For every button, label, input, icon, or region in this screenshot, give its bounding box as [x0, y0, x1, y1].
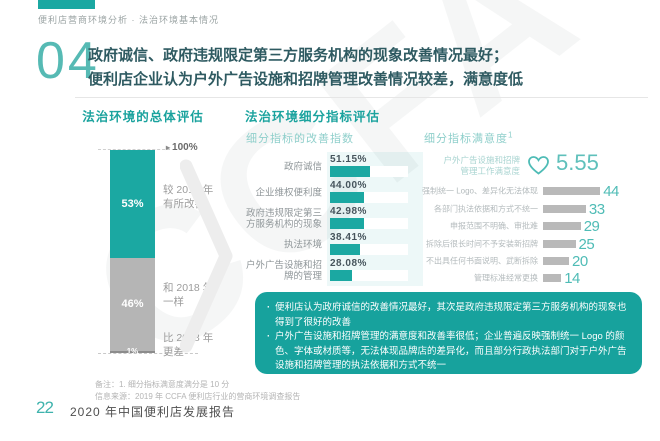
- satisfaction-row-label: 拆除后很长时间不予安装新招牌: [426, 239, 538, 249]
- summary-bullet: 便利店认为政府诚信的改善情况最好，其次是政府违规限定第三方服务机构的现象也得到了…: [267, 301, 628, 330]
- satisfaction-row-value: 33: [588, 200, 605, 218]
- improve-row-value: 38.41%: [330, 232, 367, 243]
- improve-bar-track: [330, 270, 408, 281]
- axis-max-label: ▸ 100%: [166, 142, 198, 153]
- summary-bullet-list: 便利店认为政府诚信的改善情况最好，其次是政府违规限定第三方服务机构的现象也得到了…: [267, 301, 628, 374]
- overall-chart-title: 法治环境的总体评估: [82, 110, 204, 124]
- improve-bar-track: [330, 166, 408, 177]
- satisfaction-bar: [543, 273, 562, 283]
- satisfaction-row-value: 44: [603, 182, 619, 200]
- satisfaction-chart-title: 细分指标满意度1: [424, 130, 514, 145]
- improve-row-label: 政府诚信: [283, 161, 322, 173]
- page-number: 22: [36, 398, 54, 417]
- page-title-line2: 便利店企业认为户外广告设施和招牌管理改善情况较差，满意度低: [88, 71, 524, 88]
- segment-same: 46%: [110, 257, 155, 351]
- gridline-baseline: [98, 353, 198, 354]
- segment-improved: 53%: [110, 150, 155, 258]
- satisfaction-row-label: 不出具任何书面说明、武断拆除: [426, 256, 538, 266]
- footnotes: 备注：1. 细分指标满意度满分是 10 分 信息来源：2019 年 CCFA 便…: [95, 379, 300, 403]
- improve-chart-subtitle: 细分指标的改善指数: [246, 133, 354, 145]
- improve-chart-title: 法治环境细分指标评估: [245, 110, 381, 124]
- improve-row-value: 42.98%: [330, 206, 367, 217]
- segment-improved-value: 53%: [121, 197, 144, 210]
- improve-bar-track: [330, 244, 408, 255]
- improve-row-value: 44.00%: [330, 180, 367, 191]
- page-title-line1: 政府诚信、政府违规限定第三方服务机构的现象改善情况最好；: [88, 47, 509, 64]
- satisfaction-bar: [543, 204, 586, 214]
- satisfaction-row: 不出具任何书面说明、武断拆除 20: [415, 252, 655, 270]
- section-number: 04: [36, 32, 100, 90]
- satisfaction-row-label: 各部门执法依据和方式不统一: [434, 204, 538, 214]
- improve-row-label: 企业维权便利度: [255, 187, 322, 199]
- summary-bullet: 户外广告设施和招牌管理的满意度和改善率很低；企业普遍反映强制统一 Logo 的颜…: [267, 330, 628, 374]
- improve-bar-fill: [330, 166, 370, 177]
- satisfaction-row-value: 29: [583, 217, 600, 235]
- segment-worse-value: 1%: [126, 347, 139, 357]
- improve-bar-track: [330, 218, 408, 229]
- improve-bar-fill: [330, 244, 360, 255]
- improve-row-label: 户外广告设施和招牌的管理: [245, 260, 322, 282]
- chevron-right-icon: [180, 159, 233, 353]
- satisfaction-row: 管理标准经常更换 14: [415, 269, 655, 287]
- satisfaction-row-label: 管理标准经常更换: [474, 273, 538, 283]
- axis-max-value: 100%: [172, 142, 198, 153]
- breadcrumb: 便利店营商环境分析 · 法治环境基本情况: [38, 15, 219, 25]
- satisfaction-row: 强制统一 Logo、差异化无法体现 44: [415, 182, 655, 200]
- heart-icon: [528, 156, 549, 175]
- satisfaction-row-value: 20: [572, 252, 588, 270]
- satisfaction-bar: [543, 239, 576, 249]
- satisfaction-row: 各部门执法依据和方式不统一 33: [415, 200, 655, 218]
- satisfaction-row: 申报范围不明确、审批难 29: [415, 217, 655, 235]
- improve-row: 政府违规限定第三方服务机构的现象 42.98%: [243, 206, 425, 232]
- satisfaction-bar: [543, 256, 569, 266]
- satisfaction-row-value: 25: [578, 235, 595, 253]
- improve-row-label: 政府违规限定第三方服务机构的现象: [245, 208, 322, 230]
- satisfaction-bar: [543, 221, 581, 231]
- improve-row-value: 51.15%: [330, 154, 367, 165]
- improve-row: 政府诚信 51.15%: [243, 154, 425, 180]
- satisfaction-row-label: 申报范围不明确、审批难: [450, 221, 538, 231]
- page-title: 政府诚信、政府违规限定第三方服务机构的现象改善情况最好； 便利店企业认为户外广告…: [88, 44, 523, 92]
- title-divider: [75, 97, 648, 98]
- improve-bar-fill: [330, 192, 365, 203]
- arrow-icon: ▸: [166, 143, 171, 152]
- satisfaction-row-value: 14: [564, 269, 580, 287]
- improve-row: 户外广告设施和招牌的管理 28.08%: [243, 258, 425, 284]
- satisfaction-score-label: 户外广告设施和招牌 管理工作满意度: [443, 155, 520, 176]
- satisfaction-row: 拆除后很长时间不予安装新招牌 25: [415, 235, 655, 253]
- footnote-source: 信息来源：2019 年 CCFA 便利店行业的营商环境调查报告: [95, 392, 301, 401]
- segment-same-value: 46%: [121, 298, 144, 311]
- improve-bar-fill: [330, 270, 352, 281]
- overall-stacked-bar: 53% 46% 1%: [110, 150, 155, 356]
- summary-box: 便利店认为政府诚信的改善情况最好，其次是政府违规限定第三方服务机构的现象也得到了…: [255, 292, 642, 374]
- improve-row: 执法环境 38.41%: [243, 232, 425, 258]
- footnote-remark: 备注：1. 细分指标满意度满分是 10 分: [95, 380, 230, 389]
- improve-bar-track: [330, 192, 408, 203]
- footnote-marker: 1: [508, 130, 514, 140]
- satisfaction-row-label: 强制统一 Logo、差异化无法体现: [421, 186, 538, 196]
- satisfaction-score: 5.55: [556, 150, 599, 175]
- improve-row-label: 执法环境: [283, 239, 322, 251]
- improve-row-value: 28.08%: [330, 258, 367, 269]
- gridline-100pct: [98, 149, 170, 150]
- improve-bar-fill: [330, 218, 364, 229]
- segment-same-label: 和 2018 年一样: [163, 282, 214, 308]
- footer-report-title: 2020 年中国便利店发展报告: [70, 405, 236, 419]
- segment-worse: 1%: [110, 347, 155, 356]
- improve-row: 企业维权便利度 44.00%: [243, 180, 425, 206]
- header-accent-bar: [38, 0, 95, 9]
- satisfaction-bar: [543, 186, 601, 196]
